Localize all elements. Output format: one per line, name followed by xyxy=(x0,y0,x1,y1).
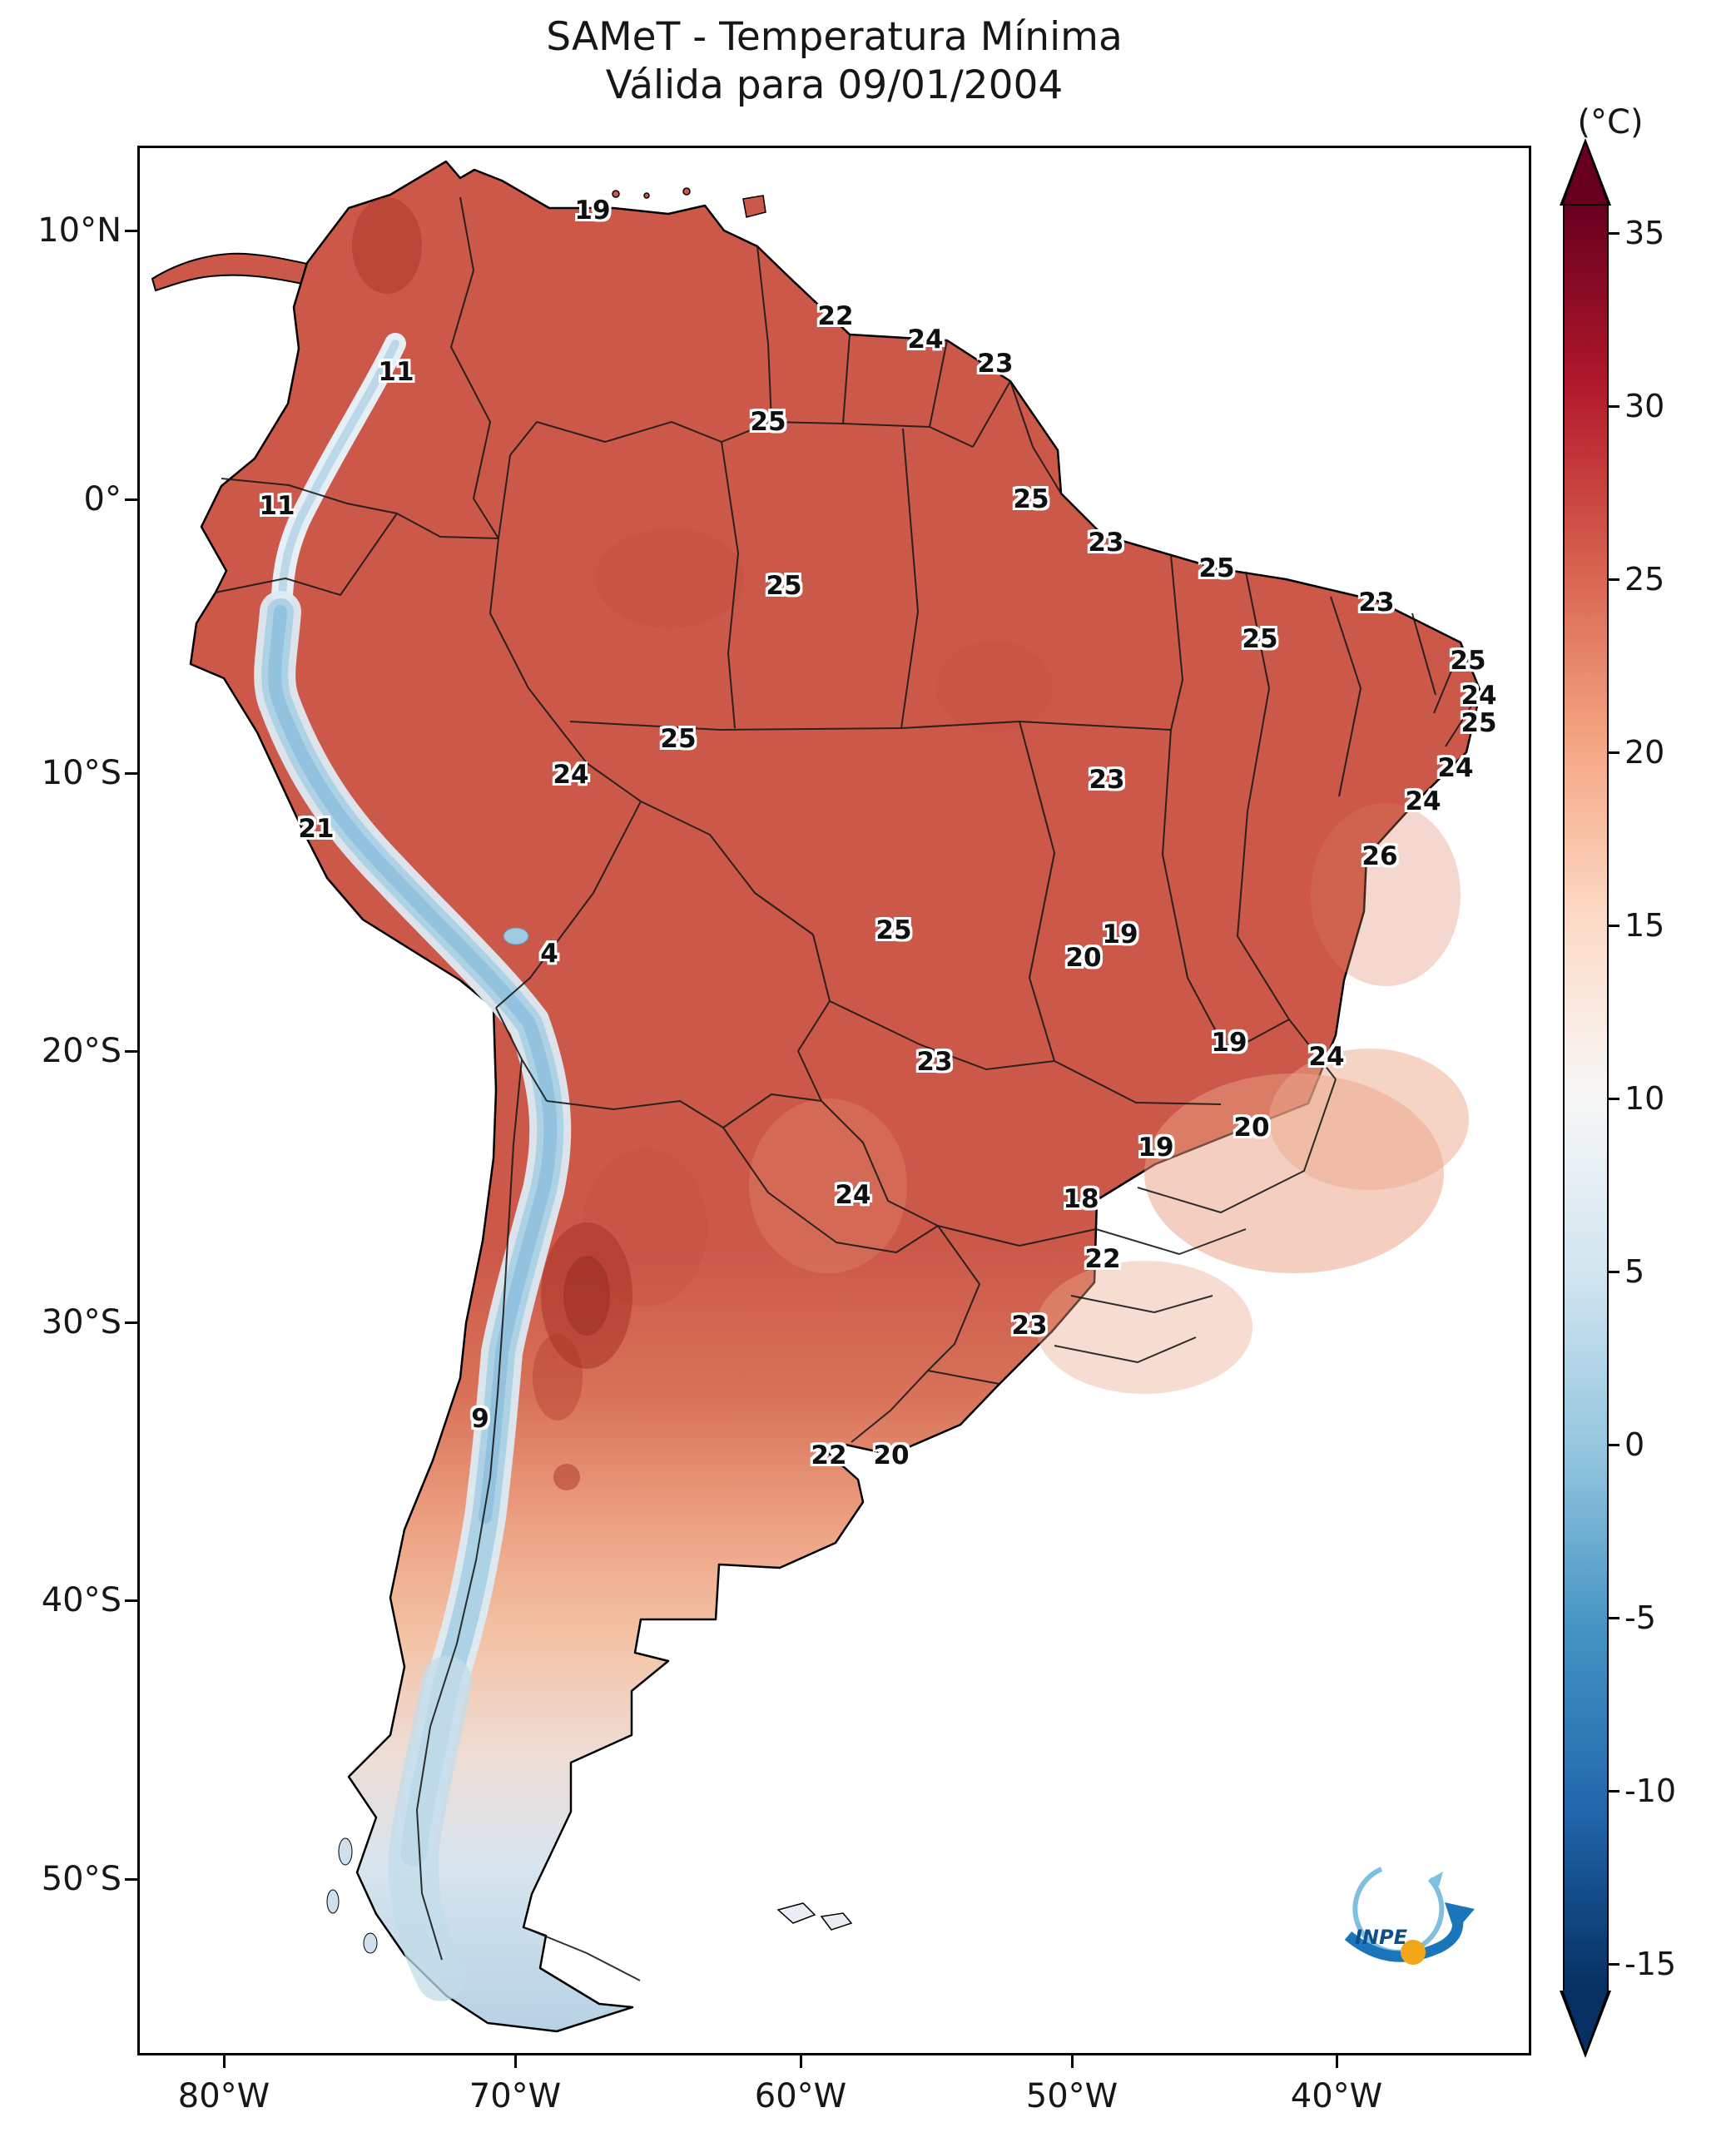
lon-tick-mark xyxy=(513,2055,517,2068)
lon-tick-label: 70°W xyxy=(469,2077,562,2115)
logo-text: INPE xyxy=(1355,1926,1408,1949)
lat-tick-mark xyxy=(125,498,137,501)
colorbar-tick-mark xyxy=(1609,404,1619,408)
title-line-1: SAMeT - Temperatura Mínima xyxy=(546,14,1123,60)
colorbar-tick-label: 35 xyxy=(1624,215,1665,251)
logo-orange-globe xyxy=(1401,1940,1426,1965)
lat-tick-label: 10°S xyxy=(41,754,122,792)
colorbar-gradient xyxy=(1563,204,1609,1991)
islands xyxy=(612,187,766,218)
political-borders xyxy=(215,196,1481,1981)
chart-title: SAMeT - Temperatura Mínima Válida para 0… xyxy=(137,13,1531,111)
lat-tick-label: 0° xyxy=(83,480,122,518)
title-line-2: Válida para 09/01/2004 xyxy=(605,62,1064,109)
lat-tick-mark xyxy=(125,771,137,775)
colorbar-tick-mark xyxy=(1609,1097,1619,1100)
colorbar-tick-mark xyxy=(1609,751,1619,754)
colorbar-tick-mark xyxy=(1609,1789,1619,1793)
colorbar-tick-mark xyxy=(1609,231,1619,235)
colorbar-tick-label: 10 xyxy=(1624,1080,1665,1117)
colorbar-tick-label: 15 xyxy=(1624,907,1665,944)
lat-tick-label: 50°S xyxy=(41,1860,122,1898)
lat-tick-mark xyxy=(125,1599,137,1602)
lon-tick-label: 60°W xyxy=(754,2077,847,2115)
colorbar-tick-mark xyxy=(1609,924,1619,927)
temperature-shading xyxy=(352,197,1469,1490)
lat-tick-label: 30°S xyxy=(41,1303,122,1341)
colorbar-tick-mark xyxy=(1609,1270,1619,1273)
colorbar-tick-mark xyxy=(1609,1962,1619,1966)
colorbar-tick-label: 0 xyxy=(1624,1426,1645,1463)
colorbar-tick-mark xyxy=(1609,1616,1619,1619)
chilean-archipelago xyxy=(326,1837,378,1954)
colorbar-tick-label: 20 xyxy=(1624,734,1665,771)
lat-tick-label: 40°S xyxy=(41,1581,122,1619)
lat-tick-label: 10°N xyxy=(37,211,122,250)
colorbar-tick-label: 25 xyxy=(1624,561,1665,598)
colorbar-tick-mark xyxy=(1609,578,1619,581)
logo-blue-arrowhead xyxy=(1445,1902,1475,1932)
colorbar-tick-label: -10 xyxy=(1624,1773,1677,1809)
continent-outline xyxy=(189,160,1482,2033)
lat-tick-mark xyxy=(125,1049,137,1053)
colorbar-arrow-bottom xyxy=(1563,1990,1608,2052)
lon-tick-label: 40°W xyxy=(1290,2077,1383,2115)
colorbar-arrow-top xyxy=(1563,143,1608,206)
inpe-logo: INPE xyxy=(1344,1867,1475,1965)
panama-landmass xyxy=(151,252,309,292)
lon-tick-mark xyxy=(799,2055,802,2068)
colorbar-tick-label: 5 xyxy=(1624,1253,1645,1290)
lat-tick-mark xyxy=(125,229,137,232)
lat-tick-mark xyxy=(125,1877,137,1881)
colorbar-tick-label: 30 xyxy=(1624,388,1665,424)
lon-tick-mark xyxy=(1070,2055,1074,2068)
colorbar-tick-mark xyxy=(1609,1443,1619,1446)
falkland-islands xyxy=(776,1902,853,1931)
lon-tick-mark xyxy=(222,2055,226,2068)
lon-tick-label: 50°W xyxy=(1025,2077,1118,2115)
colorbar-unit-label: (°C) xyxy=(1577,103,1644,141)
colorbar-tick-label: -5 xyxy=(1624,1599,1656,1636)
lon-tick-mark xyxy=(1335,2055,1338,2068)
colorbar-tick-label: -15 xyxy=(1624,1946,1677,1982)
lat-tick-label: 20°S xyxy=(41,1032,122,1070)
lat-tick-mark xyxy=(125,1321,137,1324)
south-america-map xyxy=(151,160,1482,2033)
lon-tick-label: 80°W xyxy=(177,2077,270,2115)
logo-swirl-arrowhead xyxy=(1430,1872,1443,1887)
